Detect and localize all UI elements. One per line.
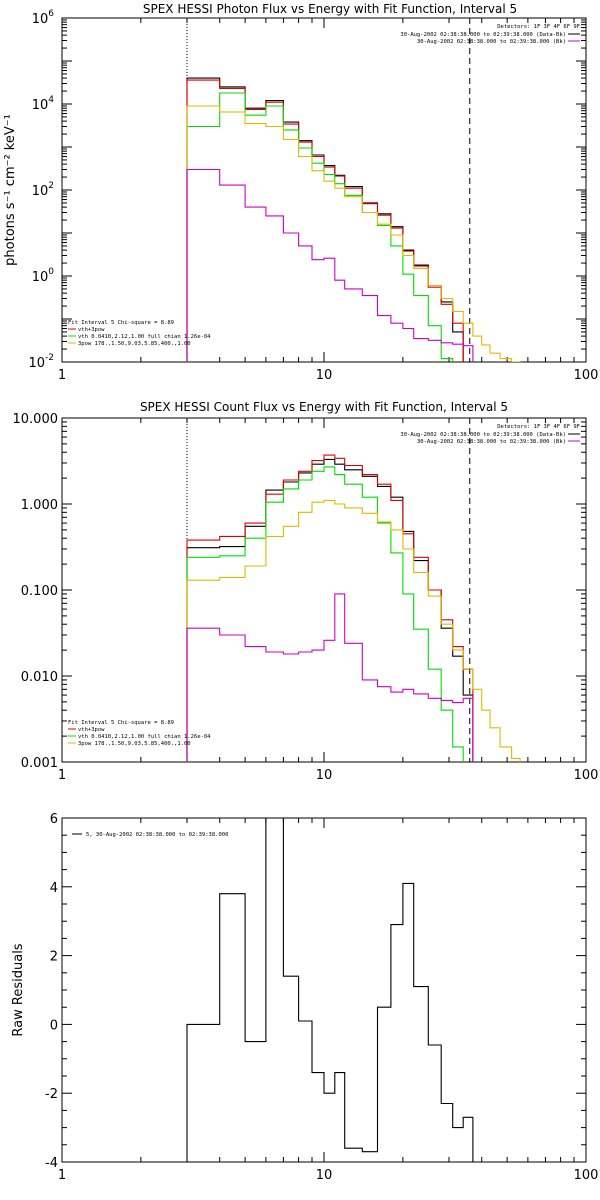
x-tick-label: 1 bbox=[58, 1168, 66, 1183]
legend-fit-entry-label: vth+3pow bbox=[78, 727, 105, 733]
y-tick-label: 10.000 bbox=[13, 412, 59, 427]
legend-fit-header: Fit Interval 5 Chi-square = 8.89 bbox=[68, 720, 174, 726]
legend-topright-entry-label: 30-Aug-2002 02:38:38.000 to 02:39:38.000… bbox=[417, 39, 566, 45]
y-tick-label: -2 bbox=[45, 1087, 58, 1102]
residuals-legend: 5, 30-Aug-2002 02:38:38.000 to 02:39:38.… bbox=[72, 832, 228, 838]
legend-fit-entry-label: 3pow 178.,1.50,9.03,5.85,400.,1.00 bbox=[78, 741, 191, 747]
legend-fit-entry-label: 3pow 178.,1.50,9.03,5.85,400.,1.00 bbox=[78, 341, 191, 347]
x-tick-label: 1 bbox=[58, 768, 66, 783]
y-tick-label: 2 bbox=[50, 950, 58, 965]
y-tick-label: 0 bbox=[50, 1018, 58, 1033]
series-4-histogram bbox=[186, 168, 474, 362]
y-tick-label: 0.001 bbox=[21, 756, 58, 771]
y-tick-label: 104 bbox=[32, 95, 55, 113]
y-tick-label: 6 bbox=[50, 812, 58, 827]
legend-topright-entry-label: 30-Aug-2002 02:38:38.000 to 02:39:38.000… bbox=[400, 432, 566, 438]
legend-topright-entry-label: 30-Aug-2002 02:38:38.000 to 02:39:38.000… bbox=[400, 32, 566, 38]
series-1-histogram bbox=[186, 454, 474, 762]
y-tick-exponent: 2 bbox=[48, 181, 54, 191]
count-flux-title: SPEX HESSI Count Flux vs Energy with Fit… bbox=[140, 400, 508, 414]
legend-detectors-header: Detectors: 1F 3F 4F 6F 9F bbox=[497, 24, 580, 30]
legend-topright-entry-label: 30-Aug-2002 02:38:38.000 to 02:39:38.000… bbox=[417, 439, 566, 445]
x-tick-label: 100 bbox=[574, 768, 599, 783]
x-tick-label: 10 bbox=[316, 1168, 333, 1183]
residuals-curves bbox=[186, 818, 474, 1162]
legend-fit-entry-label: vth+3pow bbox=[78, 327, 105, 333]
y-tick-label: 102 bbox=[32, 181, 54, 199]
series-4-histogram bbox=[186, 593, 474, 762]
series-3-histogram bbox=[186, 105, 521, 362]
y-tick-label: 106 bbox=[32, 9, 55, 27]
y-tick-label: 10-2 bbox=[28, 353, 54, 371]
y-tick-label: 1.000 bbox=[21, 498, 58, 513]
y-tick-label: 0.100 bbox=[21, 584, 58, 599]
count-flux-ticks: 1 10 100 0.001 0.010 0.100 1.000 10.000 bbox=[13, 412, 599, 783]
x-tick-label: 1 bbox=[58, 368, 66, 383]
photon-flux-curves bbox=[186, 18, 521, 362]
legend-fit-entry-label: vth 0.0410,2.12,1.00 full chian 1.26e-04 bbox=[78, 334, 211, 340]
count-flux-legends: Detectors: 1F 3F 4F 6F 9F 30-Aug-2002 02:… bbox=[68, 424, 580, 747]
photon-flux-plot-frame bbox=[61, 17, 587, 363]
y-tick-base: 10 bbox=[32, 184, 49, 199]
y-tick-exponent: -2 bbox=[45, 353, 54, 363]
legend-fit-header: Fit Interval 5 Chi-square = 8.89 bbox=[68, 320, 174, 326]
x-tick-label: 10 bbox=[316, 368, 333, 383]
residuals-panel: Raw Residuals 1 10 100 -4 -2 0 2 4 6 5, 30-Aug-2… bbox=[11, 812, 598, 1183]
residuals-plot-frame bbox=[61, 817, 587, 1163]
y-tick-base: 10 bbox=[32, 98, 49, 113]
count-flux-curves bbox=[186, 418, 521, 762]
y-tick-exponent: 0 bbox=[48, 267, 54, 277]
count-flux-panel: SPEX HESSI Count Flux vs Energy with Fit… bbox=[13, 400, 599, 783]
y-tick-base: 10 bbox=[28, 356, 45, 371]
series-0-histogram bbox=[186, 77, 464, 362]
series-3-histogram bbox=[186, 499, 521, 762]
x-tick-label: 100 bbox=[574, 1168, 599, 1183]
photon-flux-legends: Detectors: 1F 3F 4F 6F 9F 30-Aug-2002 02:… bbox=[68, 24, 580, 347]
photon-flux-panel: SPEX HESSI Photon Flux vs Energy with Fi… bbox=[3, 2, 598, 383]
series-0-histogram bbox=[186, 818, 474, 1162]
residuals-ticks: 1 10 100 -4 -2 0 2 4 6 bbox=[45, 812, 598, 1183]
y-tick-exponent: 6 bbox=[48, 9, 54, 19]
y-tick-label: 100 bbox=[32, 267, 55, 285]
series-2-histogram bbox=[186, 466, 464, 762]
y-tick-base: 10 bbox=[32, 12, 49, 27]
y-tick-exponent: 4 bbox=[48, 95, 54, 105]
photon-flux-title: SPEX HESSI Photon Flux vs Energy with Fi… bbox=[143, 2, 517, 16]
x-tick-label: 100 bbox=[574, 368, 599, 383]
y-tick-label: 0.010 bbox=[21, 670, 58, 685]
series-1-histogram bbox=[186, 79, 464, 362]
legend-residual-label: 5, 30-Aug-2002 02:38:38.000 to 02:39:38.… bbox=[86, 832, 228, 838]
series-2-histogram bbox=[186, 92, 454, 362]
residuals-y-axis-label: Raw Residuals bbox=[11, 943, 26, 1036]
legend-fit-entry-label: vth 0.0410,2.12,1.00 full chian 1.26e-04 bbox=[78, 734, 211, 740]
x-tick-label: 10 bbox=[316, 768, 333, 783]
series-0-histogram bbox=[186, 458, 474, 762]
photon-flux-y-axis-label: photons s⁻¹ cm⁻² keV⁻¹ bbox=[3, 114, 18, 266]
y-tick-label: 4 bbox=[50, 881, 58, 896]
legend-detectors-header: Detectors: 1F 3F 4F 6F 9F bbox=[497, 424, 580, 430]
y-tick-label: -4 bbox=[45, 1156, 58, 1171]
y-tick-base: 10 bbox=[32, 270, 49, 285]
